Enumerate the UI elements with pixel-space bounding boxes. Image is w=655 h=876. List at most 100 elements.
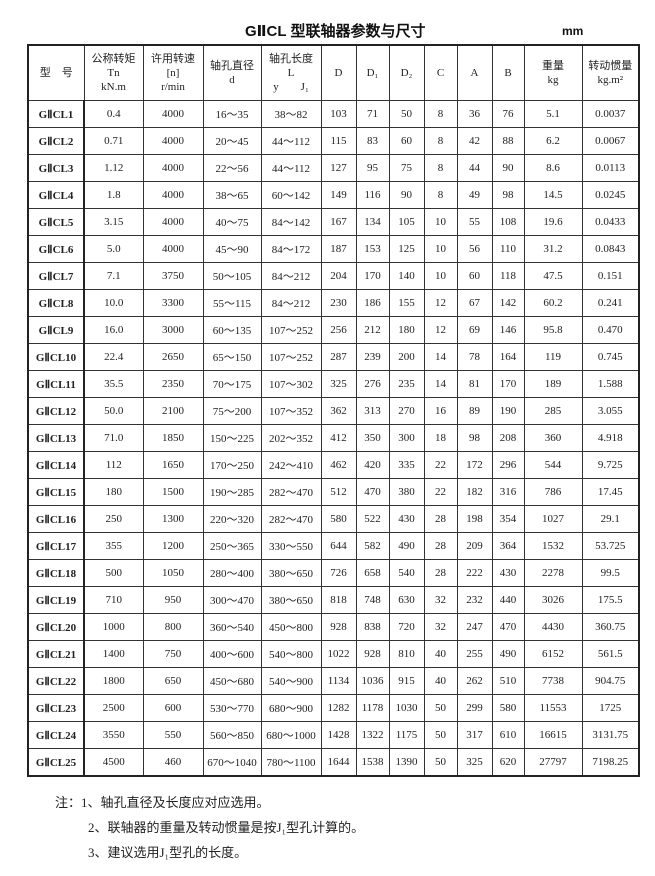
table-cell: 1.12 — [83, 154, 144, 182]
column-header: 轴孔直径 d — [202, 44, 262, 101]
table-cell: 220～320 — [202, 505, 262, 533]
table-cell: 1036 — [355, 667, 390, 695]
table-cell: 360～540 — [202, 613, 262, 641]
model-cell: GⅡCL4 — [27, 181, 85, 209]
table-cell: 76 — [491, 100, 525, 128]
table-cell: 1022 — [320, 640, 357, 668]
table-cell: 70～175 — [202, 370, 262, 398]
table-cell: 630 — [388, 586, 425, 614]
table-cell: 84～212 — [260, 289, 322, 317]
table-cell: 561.5 — [581, 640, 640, 668]
table-cell: 200 — [388, 343, 425, 371]
table-cell: 810 — [388, 640, 425, 668]
table-row: GⅡCL23 2500 600 530～770 680～900 1282 1178 1030 5… — [27, 694, 640, 722]
table-cell: 0.0037 — [581, 100, 640, 128]
table-cell: 4000 — [142, 100, 204, 128]
column-header-line: D — [334, 67, 343, 79]
table-row: GⅡCL1 0.4 4000 16～35 38～82 103 71 50 8 36 76 5.1 0.0… — [27, 100, 640, 128]
table-cell: 75～200 — [202, 397, 262, 425]
table-cell: 40 — [423, 640, 458, 668]
table-cell: 450～680 — [202, 667, 262, 695]
table-cell: 4000 — [142, 181, 204, 209]
table-cell: 16～35 — [202, 100, 262, 128]
table-cell: 360 — [523, 424, 583, 452]
table-cell: 600 — [142, 694, 204, 722]
table-row: GⅡCL18 500 1050 280～400 380～650 726 658 540 28 22… — [27, 559, 640, 587]
model-cell: GⅡCL13 — [27, 424, 85, 452]
table-cell: 1200 — [142, 532, 204, 560]
table-cell: 4430 — [523, 613, 583, 641]
column-header-line: C — [436, 67, 445, 79]
table-cell: 1390 — [388, 748, 425, 777]
table-cell: 170 — [491, 370, 525, 398]
model-cell: GⅡCL24 — [27, 721, 85, 749]
table-cell: 14 — [423, 343, 458, 371]
table-cell: 5.0 — [83, 235, 144, 263]
table-cell: 16.0 — [83, 316, 144, 344]
model-cell: GⅡCL1 — [27, 100, 85, 128]
table-cell: 18 — [423, 424, 458, 452]
table-row: GⅡCL9 16.0 3000 60～135 107～252 256 212 180 12 69 1… — [27, 316, 640, 344]
table-cell: 20～45 — [202, 127, 262, 155]
table-cell: 2500 — [83, 694, 144, 722]
table-cell: 10 — [423, 262, 458, 290]
table-cell: 300 — [388, 424, 425, 452]
table-cell: 10 — [423, 235, 458, 263]
table-cell: 360.75 — [581, 613, 640, 641]
table-cell: 28 — [423, 559, 458, 587]
model-cell: GⅡCL15 — [27, 478, 85, 506]
table-cell: 530～770 — [202, 694, 262, 722]
table-cell: 1282 — [320, 694, 357, 722]
column-header-line: y J₁ — [273, 81, 309, 93]
table-cell: 150～225 — [202, 424, 262, 452]
table-cell: 510 — [491, 667, 525, 695]
table-row: GⅡCL4 1.8 4000 38～65 60～142 149 116 90 8 49 98 14.5… — [27, 181, 640, 209]
table-cell: 180 — [83, 478, 144, 506]
table-cell: 107～252 — [260, 343, 322, 371]
table-cell: 460 — [142, 748, 204, 777]
table-cell: 0.0245 — [581, 181, 640, 209]
table-cell: 440 — [491, 586, 525, 614]
table-cell: 430 — [388, 505, 425, 533]
table-cell: 75 — [388, 154, 425, 182]
table-cell: 140 — [388, 262, 425, 290]
table-cell: 146 — [491, 316, 525, 344]
table-cell: 380 — [388, 478, 425, 506]
table-row: GⅡCL3 1.12 4000 22～56 44～112 127 95 75 8 44 90 8.6 0… — [27, 154, 640, 182]
table-cell: 204 — [320, 262, 357, 290]
model-cell: GⅡCL10 — [27, 343, 85, 371]
table-cell: 580 — [491, 694, 525, 722]
table-cell: 0.241 — [581, 289, 640, 317]
column-header-line: r/min — [161, 81, 185, 93]
table-cell: 55 — [456, 208, 493, 236]
model-cell: GⅡCL23 — [27, 694, 85, 722]
table-cell: 95 — [355, 154, 390, 182]
table-cell: 8.6 — [523, 154, 583, 182]
model-cell: GⅡCL2 — [27, 127, 85, 155]
table-cell: 16 — [423, 397, 458, 425]
table-cell: 1175 — [388, 721, 425, 749]
table-cell: 142 — [491, 289, 525, 317]
table-cell: 38～65 — [202, 181, 262, 209]
table-cell: 22 — [423, 451, 458, 479]
table-row: GⅡCL6 5.0 4000 45～90 84～172 187 153 125 10 56 110 3… — [27, 235, 640, 263]
table-cell: 84～142 — [260, 208, 322, 236]
table-cell: 400～600 — [202, 640, 262, 668]
table-cell: 354 — [491, 505, 525, 533]
table-cell: 280～400 — [202, 559, 262, 587]
table-row: GⅡCL17 355 1200 250～365 330～550 644 582 490 28 20… — [27, 532, 640, 560]
table-cell: 60.2 — [523, 289, 583, 317]
table-cell: 282～470 — [260, 478, 322, 506]
table-cell: 65～150 — [202, 343, 262, 371]
table-cell: 512 — [320, 478, 357, 506]
table-cell: 0.0843 — [581, 235, 640, 263]
table-cell: 172 — [456, 451, 493, 479]
table-cell: 582 — [355, 532, 390, 560]
table-row: GⅡCL19 710 950 300～470 380～650 818 748 630 32 232… — [27, 586, 640, 614]
table-cell: 1000 — [83, 613, 144, 641]
table-cell: 186 — [355, 289, 390, 317]
model-cell: GⅡCL5 — [27, 208, 85, 236]
table-cell: 300～470 — [202, 586, 262, 614]
column-header: A — [456, 44, 493, 101]
table-cell: 198 — [456, 505, 493, 533]
